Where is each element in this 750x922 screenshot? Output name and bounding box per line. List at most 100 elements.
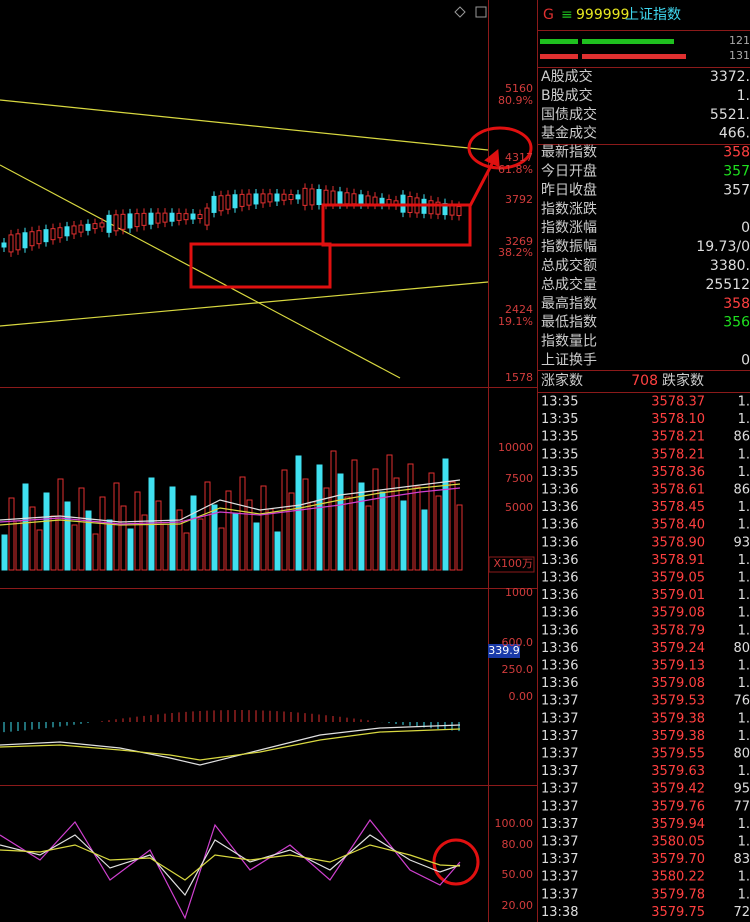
axis-label: 80.00 — [502, 838, 534, 851]
axis-label: 250.0 — [502, 663, 534, 676]
tick-time: 13:37 — [541, 711, 578, 726]
volume-bar — [127, 528, 134, 571]
quote-value: 0 — [741, 220, 750, 236]
volume-bar — [239, 476, 246, 571]
tick-volume: 77 — [733, 799, 750, 814]
candle-body — [15, 233, 21, 251]
quote-label: 总成交量 — [541, 276, 597, 293]
macd-value: 339.9 — [488, 644, 520, 657]
volume-bar — [351, 459, 358, 571]
axis-label: 38.2% — [498, 246, 533, 259]
volume-bar — [183, 532, 190, 571]
candle-body — [365, 195, 371, 205]
tick-price: 3579.76 — [651, 799, 705, 814]
volume-bar — [8, 497, 15, 571]
candle-body — [428, 200, 434, 215]
tick-price: 3578.21 — [651, 447, 705, 462]
tick-time: 13:37 — [541, 782, 578, 797]
tick-price: 3578.91 — [651, 553, 705, 568]
candle-body — [260, 193, 266, 204]
candle-body — [197, 214, 203, 220]
tick-time: 13:37 — [541, 747, 578, 762]
volume-bar — [85, 510, 92, 571]
name: 上证指数 — [625, 7, 681, 23]
bar-value: 121 — [729, 34, 750, 47]
volume-bar — [288, 492, 295, 571]
volume-bar — [113, 482, 120, 571]
quote-label: 总成交额 — [541, 257, 597, 274]
tick-price: 3578.61 — [651, 483, 705, 498]
candle-body — [71, 225, 77, 235]
tick-price: 3579.08 — [651, 676, 705, 691]
candle-body — [162, 212, 168, 223]
tick-price: 3579.38 — [651, 729, 705, 744]
tick-time: 13:36 — [541, 606, 578, 621]
candle-body — [295, 194, 301, 200]
quote-label: 最新指数 — [541, 145, 597, 161]
volume-bar — [246, 499, 253, 571]
tick-time: 13:35 — [541, 447, 578, 462]
axis-label: 2424 — [505, 303, 533, 316]
volume-bars — [1, 450, 463, 571]
window-icons[interactable] — [454, 6, 487, 18]
volume-bar — [197, 518, 204, 571]
axis-label: 80.9% — [498, 94, 533, 107]
candle-body — [169, 212, 175, 222]
tick-volume: 76 — [733, 694, 750, 709]
axis-label: 5000 — [505, 501, 533, 514]
quote-value: 0 — [741, 353, 750, 369]
volume-bar — [78, 487, 85, 571]
volume-bar — [232, 513, 239, 571]
volume-bar — [225, 490, 232, 571]
volume-bar — [435, 495, 442, 571]
candle-body — [29, 231, 35, 247]
candle-body — [57, 227, 63, 239]
quote-label: 指数振幅 — [541, 239, 597, 255]
tick-time: 13:36 — [541, 500, 578, 515]
axis-label: 1000 — [505, 586, 533, 599]
volume-bar — [253, 522, 260, 571]
quote-value: 466. — [719, 126, 750, 142]
tick-time: 13:36 — [541, 659, 578, 674]
volume-bar — [295, 455, 302, 571]
candle-body — [267, 193, 273, 203]
quote-value: 356 — [723, 315, 750, 331]
volume-bar — [274, 531, 281, 571]
tick-time: 13:37 — [541, 817, 578, 832]
candle-body — [36, 230, 42, 245]
volume-bar — [400, 500, 407, 571]
axis-label: 3792 — [505, 193, 533, 206]
axis-label: 20.00 — [502, 899, 534, 912]
volume-bar — [456, 504, 463, 571]
volume-bar — [407, 463, 414, 571]
candle-body — [176, 212, 182, 221]
candle-body — [120, 213, 126, 230]
candle-body — [288, 194, 294, 201]
up-count: 708 — [631, 373, 658, 389]
volume-bar — [414, 486, 421, 571]
tick-price: 3578.90 — [651, 535, 705, 550]
buy-bar — [540, 39, 578, 44]
quote-label: 上证换手 — [541, 352, 597, 369]
candle-body — [351, 193, 357, 205]
axis-label: 50.00 — [502, 868, 534, 881]
tick-volume: 1. — [738, 817, 750, 832]
tick-time: 13:36 — [541, 588, 578, 603]
volume-bar — [449, 481, 456, 571]
volume-bar — [372, 468, 379, 571]
tick-volume: 1. — [738, 887, 750, 902]
candle-body — [113, 214, 119, 232]
tick-volume: 86 — [733, 430, 750, 445]
tick-volume: 1. — [738, 500, 750, 515]
tick-time: 13:37 — [541, 799, 578, 814]
volume-bar — [428, 472, 435, 571]
tick-time: 13:35 — [541, 412, 578, 427]
tick-time: 13:36 — [541, 483, 578, 498]
candle-body — [78, 224, 84, 233]
candle-body — [302, 187, 308, 206]
tick-volume: 93 — [733, 535, 750, 550]
candle-body — [449, 204, 455, 216]
menu: ≡ — [561, 7, 573, 23]
candle-body — [50, 228, 56, 241]
